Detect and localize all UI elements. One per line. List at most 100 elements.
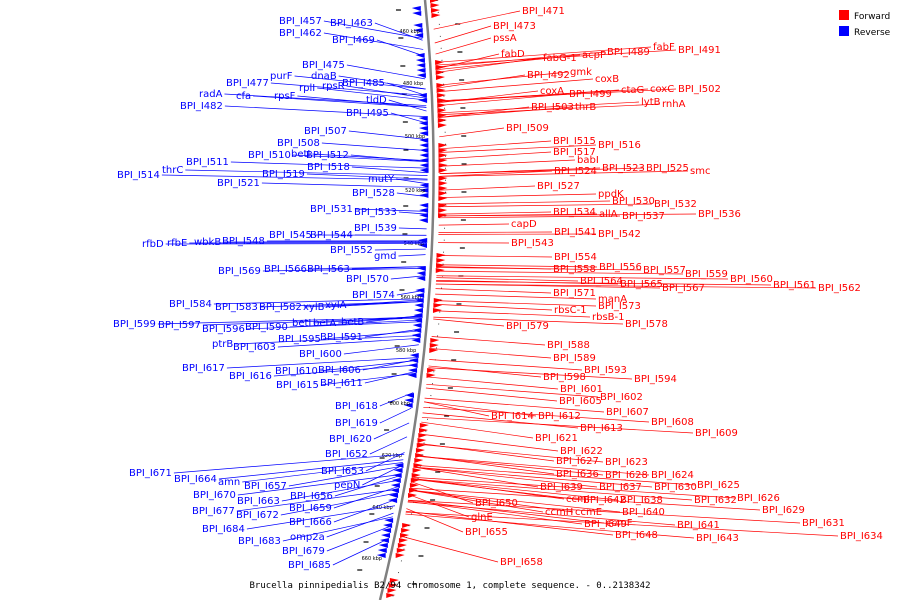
label-leader-line [431, 336, 546, 346]
scale-tick-label: 500 kbp [405, 134, 425, 140]
forward-gene-label: BPI_I605 [559, 396, 602, 407]
reverse-gene-label: BPI_I596 [202, 324, 245, 335]
forward-gene-block [396, 548, 406, 553]
forward-gene-block [429, 348, 439, 353]
forward-gene-label: BPI_I525 [646, 163, 689, 174]
label-leader-line [246, 505, 396, 530]
label-leader-line [411, 478, 693, 501]
forward-gene-block [438, 196, 448, 201]
forward-gene-block [432, 308, 442, 313]
forward-gene-label: rbsC-1 [554, 305, 587, 316]
label-leader-line [422, 412, 579, 429]
forward-gene-block [402, 523, 412, 528]
forward-gene-label: BPI_I641 [677, 520, 720, 531]
forward-gene-block [411, 473, 421, 478]
reverse-gene-label: BPI_I617 [182, 363, 225, 374]
label-leader-line [414, 464, 696, 486]
forward-gene-label: ccmE [575, 507, 602, 518]
label-leader-line [435, 37, 492, 55]
reverse-gene-label: BPI_I507 [304, 126, 347, 137]
forward-gene-label: fabF [653, 42, 675, 53]
scale-tick-label: 620 kbp [382, 453, 402, 459]
reverse-gene-label: BPI_I584 [169, 299, 212, 310]
reverse-gene-block [419, 143, 429, 148]
label-leader-line [428, 365, 542, 378]
label-leader-line [438, 106, 574, 118]
label-leader-line [218, 459, 404, 480]
forward-gene-label: pssA [493, 33, 517, 44]
forward-gene-block [412, 468, 422, 473]
reverse-gene-label: BPI_I591 [320, 332, 363, 343]
label-leader-line [406, 508, 464, 533]
chromosome-backbone [378, 0, 435, 600]
label-leader-line [405, 511, 839, 537]
label-leader-line [306, 173, 428, 180]
reverse-gene-block [394, 463, 404, 468]
forward-gene-block [436, 88, 446, 93]
label-leader-line [280, 492, 398, 516]
scale-tick-label: 480 kbp [403, 81, 423, 87]
label-leader-line [277, 337, 420, 348]
forward-gene-block [388, 583, 398, 588]
label-leader-line [289, 319, 422, 328]
reverse-gene-label: BPI_I600 [299, 349, 342, 360]
reverse-gene-label: BPI_I679 [282, 546, 325, 557]
forward-gene-label: BPI_I560 [730, 274, 773, 285]
reverse-gene-block [415, 288, 425, 293]
label-leader-line [424, 401, 490, 417]
forward-gene-label: BPI_I643 [696, 533, 739, 544]
forward-gene-label: smc [690, 166, 710, 177]
forward-gene-block [438, 186, 448, 191]
reverse-gene-label: xylB [303, 302, 325, 313]
reverse-gene-label: betI [292, 318, 311, 329]
label-leader-line [435, 283, 817, 289]
reverse-gene-label: BPI_I603 [233, 342, 276, 353]
reverse-gene-label: BPI_I475 [302, 60, 345, 71]
reverse-gene-label: BPI_I583 [215, 302, 258, 313]
forward-gene-label: ccmF [606, 518, 633, 529]
reverse-gene-label: BPI_I566 [264, 264, 307, 275]
reverse-gene-block [393, 468, 403, 473]
label-leader-line [348, 130, 428, 140]
reverse-gene-label: wbkB [194, 237, 221, 248]
label-leader-line [439, 200, 611, 205]
forward-gene-label: lytB [641, 97, 661, 108]
reverse-gene-label: BPI_I463 [330, 18, 373, 29]
forward-gene-label: rbsB-1 [592, 312, 625, 323]
forward-gene-label: coxB [595, 74, 619, 85]
label-leader-line [157, 316, 422, 325]
reverse-gene-label: betB [341, 317, 364, 328]
forward-gene-label: BPI_I492 [527, 70, 570, 81]
forward-gene-label: BPI_I627 [556, 456, 599, 467]
forward-gene-label: BPI_I626 [737, 493, 780, 504]
forward-gene-label: BPI_I509 [506, 123, 549, 134]
label-leader-line [434, 300, 597, 307]
label-leader-line [362, 464, 403, 486]
forward-gene-label: BPI_I534 [553, 207, 596, 218]
forward-gene-label: BPI_I601 [560, 384, 603, 395]
label-leader-line [433, 318, 505, 327]
forward-gene-block [438, 158, 448, 163]
label-leader-line [253, 95, 427, 108]
reverse-gene-label: BPI_I611 [320, 378, 363, 389]
reverse-gene-block [404, 398, 414, 403]
label-leader-line [415, 455, 650, 476]
label-leader-line [292, 154, 428, 163]
label-leader-line [224, 93, 427, 106]
label-leader-line [436, 280, 772, 286]
forward-gene-block [430, 8, 440, 13]
reverse-gene-label: betA [313, 318, 336, 329]
label-leader-line [407, 499, 605, 524]
reverse-gene-block [413, 23, 423, 28]
reverse-gene-label: ptrB [212, 339, 233, 350]
label-leader-line [185, 169, 428, 176]
reverse-gene-block [413, 28, 423, 33]
forward-gene-block [438, 153, 448, 158]
forward-gene-block [438, 191, 448, 196]
reverse-gene-block [413, 308, 423, 313]
forward-gene-label: BPI_I542 [598, 229, 641, 240]
forward-gene-block [430, 3, 440, 8]
reverse-gene-label: thrC [162, 165, 183, 176]
forward-gene-label: BPI_I573 [598, 301, 641, 312]
